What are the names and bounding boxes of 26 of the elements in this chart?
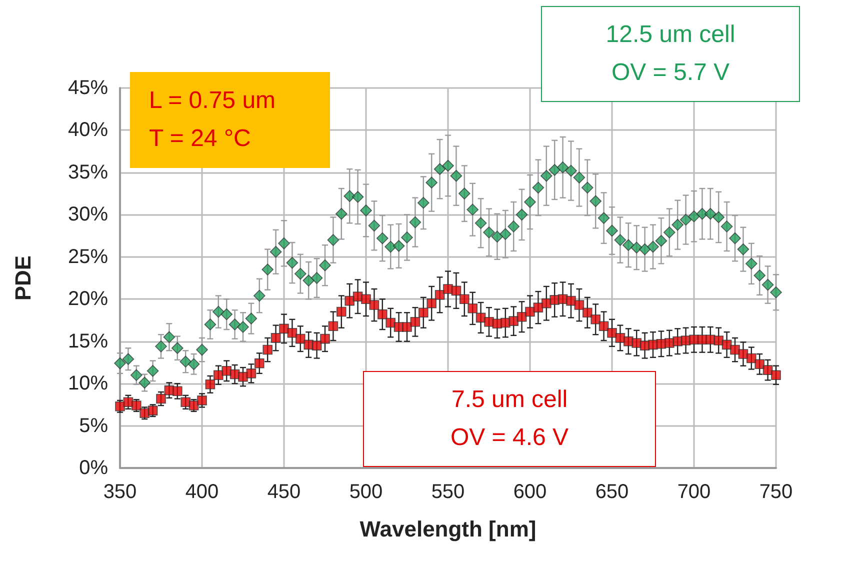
x-tick-label: 650: [595, 481, 629, 503]
y-tick-label: 10%: [68, 372, 108, 395]
y-tick-label: 30%: [68, 204, 108, 226]
y-tick-label: 40%: [68, 119, 108, 142]
y-tick-label: 0%: [79, 457, 108, 479]
y-tick-label: 25%: [68, 246, 108, 268]
x-tick-label: 700: [677, 481, 711, 503]
annotation: L = 0.75 um T = 24 °C: [149, 86, 277, 154]
x-tick-label: 550: [431, 481, 465, 503]
annotation: 7.5 um cell OV = 4.6 V: [449, 385, 570, 453]
x-tick-label: 450: [267, 481, 301, 503]
y-tick-label: 20%: [68, 288, 108, 310]
x-tick-label: 350: [103, 481, 137, 503]
text-box: 12.5 um cell OV = 5.7 V: [541, 6, 800, 102]
x-tick-label: 600: [513, 481, 547, 503]
y-tick-label: 15%: [68, 330, 108, 352]
y-axis-title: PDE: [10, 255, 36, 301]
y-tick-label: 35%: [68, 161, 108, 184]
text-box: 7.5 um cell OV = 4.6 V: [363, 371, 656, 467]
x-tick-label: 400: [185, 481, 219, 503]
x-tick-label: 500: [349, 481, 383, 503]
text-box: L = 0.75 um T = 24 °C: [130, 72, 330, 168]
y-tick-label: 45%: [68, 77, 108, 99]
y-tick-label: 5%: [79, 414, 108, 437]
x-tick-label: 750: [759, 481, 793, 503]
x-axis-title: Wavelength [nm]: [360, 516, 536, 542]
